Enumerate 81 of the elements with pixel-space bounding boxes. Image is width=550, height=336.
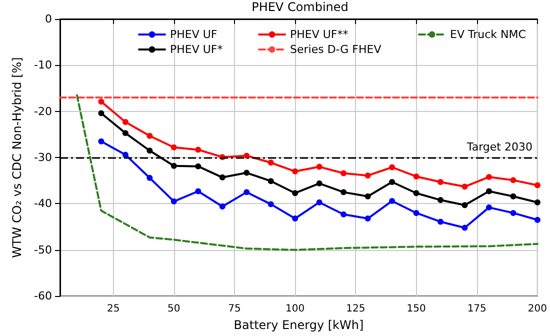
point (122, 152, 128, 158)
point (534, 182, 540, 188)
y-tick-label: 0 (45, 12, 52, 26)
y-tick-label: -60 (34, 290, 52, 303)
x-tick-label: 125 (346, 304, 366, 315)
point (462, 184, 468, 190)
point (364, 172, 371, 179)
line-series (76, 94, 538, 251)
point (340, 211, 347, 218)
point (389, 198, 396, 204)
ref-line-label: Target 2030 (466, 140, 532, 154)
y-axis-title: WTW CO₂ vs CDC Non-Hybrid [%] (10, 57, 24, 258)
y-tick-label: -20 (34, 104, 52, 118)
point (268, 160, 274, 166)
point (170, 198, 177, 204)
x-tick-label: 150 (406, 304, 426, 315)
point (438, 218, 444, 225)
chart-title: PHEV Combined (252, 0, 348, 14)
x-tick-label: 50 (168, 304, 180, 315)
point (292, 168, 298, 174)
point (98, 98, 104, 105)
legend-label: Series D-G FHEV (290, 43, 382, 56)
point (146, 148, 153, 154)
point (98, 138, 104, 144)
point (462, 224, 468, 231)
point (219, 174, 226, 180)
legend-label: EV Truck NMC (450, 28, 526, 41)
point (486, 204, 492, 210)
point (244, 152, 250, 159)
point (122, 130, 128, 136)
point (98, 110, 104, 116)
point (389, 164, 396, 170)
point (195, 146, 202, 153)
point (389, 179, 396, 186)
legend-label: PHEV UF** (290, 28, 349, 41)
legend-label: PHEV UF (170, 28, 218, 41)
point (170, 162, 177, 169)
point (316, 199, 322, 206)
point (316, 164, 322, 170)
y-tick-label: -30 (34, 151, 52, 164)
point (413, 173, 420, 180)
point (146, 174, 153, 181)
x-axis-title: Battery Energy [kWh] (234, 318, 364, 332)
point (534, 216, 540, 223)
point (486, 188, 492, 194)
point (534, 199, 540, 206)
point (510, 177, 516, 184)
point (122, 118, 128, 125)
legend-label: PHEV UF* (170, 43, 224, 56)
point (462, 202, 468, 208)
point (146, 132, 153, 139)
point (292, 216, 298, 222)
point (486, 174, 492, 180)
point (340, 170, 347, 176)
y-tick-label: -50 (34, 243, 52, 256)
point (244, 189, 250, 196)
point (364, 193, 371, 200)
y-tick-label: -10 (34, 58, 52, 72)
point (268, 201, 274, 208)
point (438, 179, 444, 186)
point (510, 210, 516, 216)
point (219, 204, 226, 210)
x-tick-label: 75 (228, 304, 241, 315)
point (268, 178, 274, 184)
y-tick-label: -40 (34, 197, 52, 210)
x-tick-label: 100 (286, 304, 305, 315)
point (316, 180, 322, 186)
point (244, 170, 250, 176)
point (170, 144, 177, 150)
point (340, 189, 347, 196)
point (195, 188, 202, 194)
point (195, 163, 202, 170)
point (292, 190, 298, 196)
x-tick-label: 25 (106, 304, 120, 315)
x-tick-label: 200 (528, 304, 548, 315)
point (413, 190, 420, 196)
point (413, 210, 420, 216)
x-tick-label: 175 (467, 304, 486, 315)
point (510, 193, 516, 200)
point (364, 216, 371, 222)
point (438, 197, 444, 204)
